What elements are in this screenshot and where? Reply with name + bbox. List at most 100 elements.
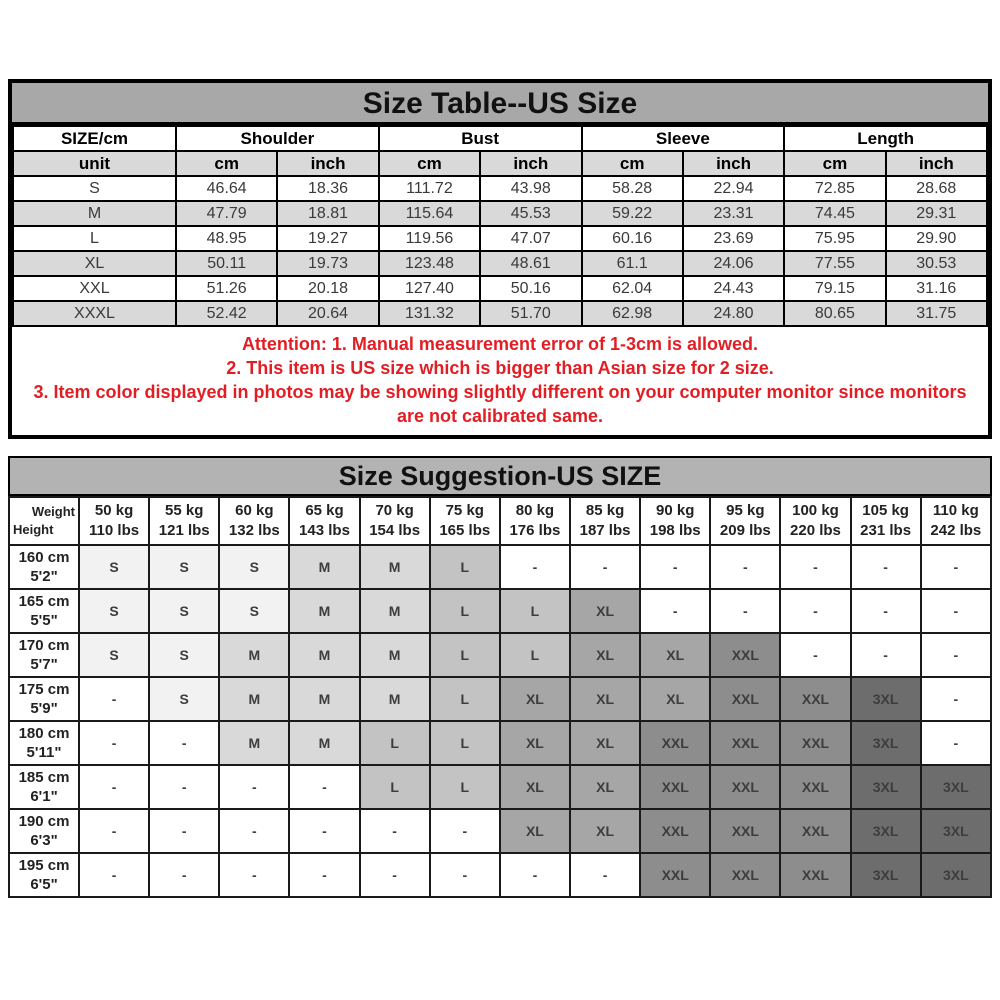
measurement-cell: 58.28: [580, 175, 684, 202]
measurement-cell: 19.73: [276, 250, 380, 277]
size-suggestion-cell: M: [288, 632, 361, 678]
size-suggestion-cell: L: [498, 632, 571, 678]
size-suggestion-cell: 3XL: [919, 764, 993, 810]
size-suggestion-cell: XXL: [709, 676, 782, 722]
size-suggestion-cell: -: [428, 852, 501, 898]
attention-line: 3. Item color displayed in photos may be…: [33, 382, 967, 402]
suggestion-section: Size Suggestion-US SIZE Weight Height 50…: [8, 456, 993, 898]
size-suggestion-cell: S: [77, 544, 151, 590]
measurement-cell: 47.79: [174, 200, 279, 227]
weight-lbs-label: 220 lbs: [790, 522, 841, 539]
weight-lbs-label: 198 lbs: [649, 522, 701, 539]
size-table-title: Size Table--US Size: [12, 83, 988, 125]
measurement-cell: 131.32: [377, 300, 482, 327]
measurement-cell: 22.94: [681, 175, 786, 202]
size-suggestion-cell: M: [358, 632, 431, 678]
height-ft-label: 6'3": [30, 832, 58, 849]
weight-kg-label: 60 kg: [235, 501, 274, 519]
height-ft-label: 5'11": [26, 744, 62, 761]
size-suggestion-cell: -: [919, 544, 993, 590]
suggestion-row: 165 cm 5'5" S S S M M L L XL - - - - -: [8, 588, 993, 634]
size-suggestion-cell: XL: [498, 720, 571, 766]
size-suggestion-cell: XL: [639, 632, 712, 678]
measurement-cell: 119.56: [377, 225, 482, 252]
weight-header: 110 kg 242 lbs: [919, 496, 993, 546]
unit-cell: cm: [174, 150, 279, 177]
size-label: XXXL: [12, 300, 177, 327]
weight-header: 60 kg 132 lbs: [218, 496, 291, 546]
height-ft-label: 6'1": [30, 788, 58, 805]
size-suggestion-cell: XL: [568, 588, 642, 634]
measurement-cell: 29.90: [884, 225, 989, 252]
weight-kg-label: 70 kg: [375, 501, 414, 519]
corner-height-label: Height: [13, 522, 54, 538]
height-label: 160 cm 5'2": [8, 544, 80, 590]
corner-weight-label: Weight: [31, 504, 75, 519]
size-label: XXL: [12, 275, 177, 302]
weight-header: 55 kg 121 lbs: [148, 496, 221, 546]
size-suggestion-cell: XXL: [639, 852, 712, 898]
measurement-cell: 20.64: [276, 300, 380, 327]
size-suggestion-cell: M: [288, 676, 361, 722]
suggestion-row: 195 cm 6'5" - - - - - - - - XXL XXL XXL 3XL 3XL: [8, 852, 993, 898]
size-suggestion-cell: -: [849, 588, 922, 634]
size-suggestion-cell: -: [919, 588, 993, 634]
attention-line: are not calibrated same.: [396, 406, 604, 426]
height-label: 195 cm 6'5": [8, 852, 80, 898]
size-suggestion-cell: S: [148, 632, 221, 678]
weight-header: 100 kg 220 lbs: [779, 496, 852, 546]
size-suggestion-cell: 3XL: [849, 764, 922, 810]
measurement-cell: 50.16: [479, 275, 583, 302]
measurement-cell: 51.70: [479, 300, 583, 327]
size-table-section: Size Table--US Size SIZE/cm Shoulder Bust…: [8, 79, 992, 439]
size-suggestion-cell: XXL: [639, 764, 712, 810]
suggestion-row: 175 cm 5'9" - S M M M L XL XL XL XXL XXL 3XL -: [8, 676, 993, 722]
measurement-cell: 62.04: [580, 275, 684, 302]
size-suggestion-cell: M: [358, 676, 431, 722]
weight-header: 75 kg 165 lbs: [428, 496, 501, 546]
measurement-cell: 48.95: [174, 225, 279, 252]
size-corner-header: SIZE/cm: [12, 125, 177, 152]
size-suggestion-cell: XL: [568, 632, 642, 678]
weight-kg-label: 65 kg: [305, 501, 344, 519]
size-suggestion-cell: XL: [498, 808, 571, 854]
measurement-cell: 19.27: [276, 225, 380, 252]
size-suggestion-cell: L: [428, 544, 501, 590]
size-suggestion-cell: -: [779, 588, 852, 634]
size-suggestion-cell: S: [218, 544, 291, 590]
weight-lbs-label: 165 lbs: [439, 522, 491, 539]
measurement-cell: 45.53: [479, 200, 583, 227]
measurement-cell: 43.98: [479, 175, 583, 202]
size-suggestion-cell: -: [568, 852, 642, 898]
size-suggestion-cell: 3XL: [849, 676, 922, 722]
size-suggestion-cell: 3XL: [849, 720, 922, 766]
size-suggestion-cell: M: [358, 588, 431, 634]
size-suggestion-cell: -: [218, 764, 291, 810]
size-suggestion-cell: -: [639, 544, 712, 590]
size-suggestion-cell: S: [218, 588, 291, 634]
weight-lbs-label: 187 lbs: [579, 522, 631, 539]
size-suggestion-cell: L: [428, 632, 501, 678]
measurement-cell: 48.61: [479, 250, 583, 277]
height-cm-label: 160 cm: [18, 548, 70, 566]
measurement-cell: 31.75: [884, 300, 989, 327]
weight-kg-label: 85 kg: [585, 501, 625, 519]
size-suggestion-cell: -: [218, 808, 291, 854]
group-header-row: SIZE/cm Shoulder Bust Sleeve Length: [12, 125, 988, 152]
size-suggestion-cell: M: [218, 632, 291, 678]
size-suggestion-cell: XXL: [709, 852, 782, 898]
size-suggestion-cell: XL: [498, 676, 571, 722]
size-suggestion-cell: -: [77, 852, 151, 898]
size-suggestion-cell: -: [77, 764, 151, 810]
size-suggestion-cell: -: [709, 544, 782, 590]
weight-header: 90 kg 198 lbs: [639, 496, 712, 546]
measurement-cell: 29.31: [884, 200, 989, 227]
unit-cell: inch: [681, 150, 786, 177]
measurement-cell: 24.43: [681, 275, 786, 302]
size-suggestion-cell: -: [919, 632, 993, 678]
unit-cell: inch: [479, 150, 583, 177]
size-suggestion-cell: XXL: [639, 808, 712, 854]
height-label: 175 cm 5'9": [8, 676, 80, 722]
measure-group-header: Bust: [377, 125, 583, 152]
unit-cell: cm: [377, 150, 482, 177]
